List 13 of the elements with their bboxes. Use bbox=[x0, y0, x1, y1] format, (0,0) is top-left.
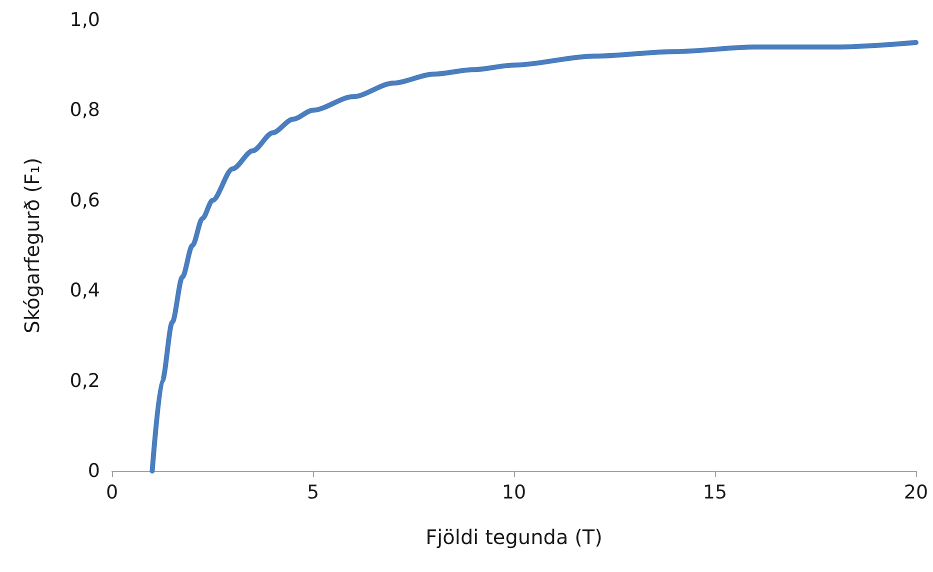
x-tick-label: 0 bbox=[106, 482, 118, 504]
x-tick-label: 15 bbox=[702, 482, 728, 504]
x-tick-label: 5 bbox=[306, 482, 320, 504]
y-tick-label: 0,4 bbox=[70, 280, 100, 302]
y-tick-label: 0,8 bbox=[70, 99, 100, 122]
x-tick-label: 10 bbox=[502, 482, 526, 504]
y-tick-label: 0,6 bbox=[70, 189, 100, 212]
x-axis-title: Fjöldi tegunda (T) bbox=[426, 525, 602, 549]
y-axis-title: Skógarfegurð (F₁) bbox=[20, 158, 44, 334]
y-tick-label: 0 bbox=[88, 460, 100, 482]
y-tick-label: 1,0 bbox=[70, 9, 100, 31]
x-tick-label: 20 bbox=[904, 482, 928, 504]
y-tick-label: 0,2 bbox=[70, 370, 100, 392]
